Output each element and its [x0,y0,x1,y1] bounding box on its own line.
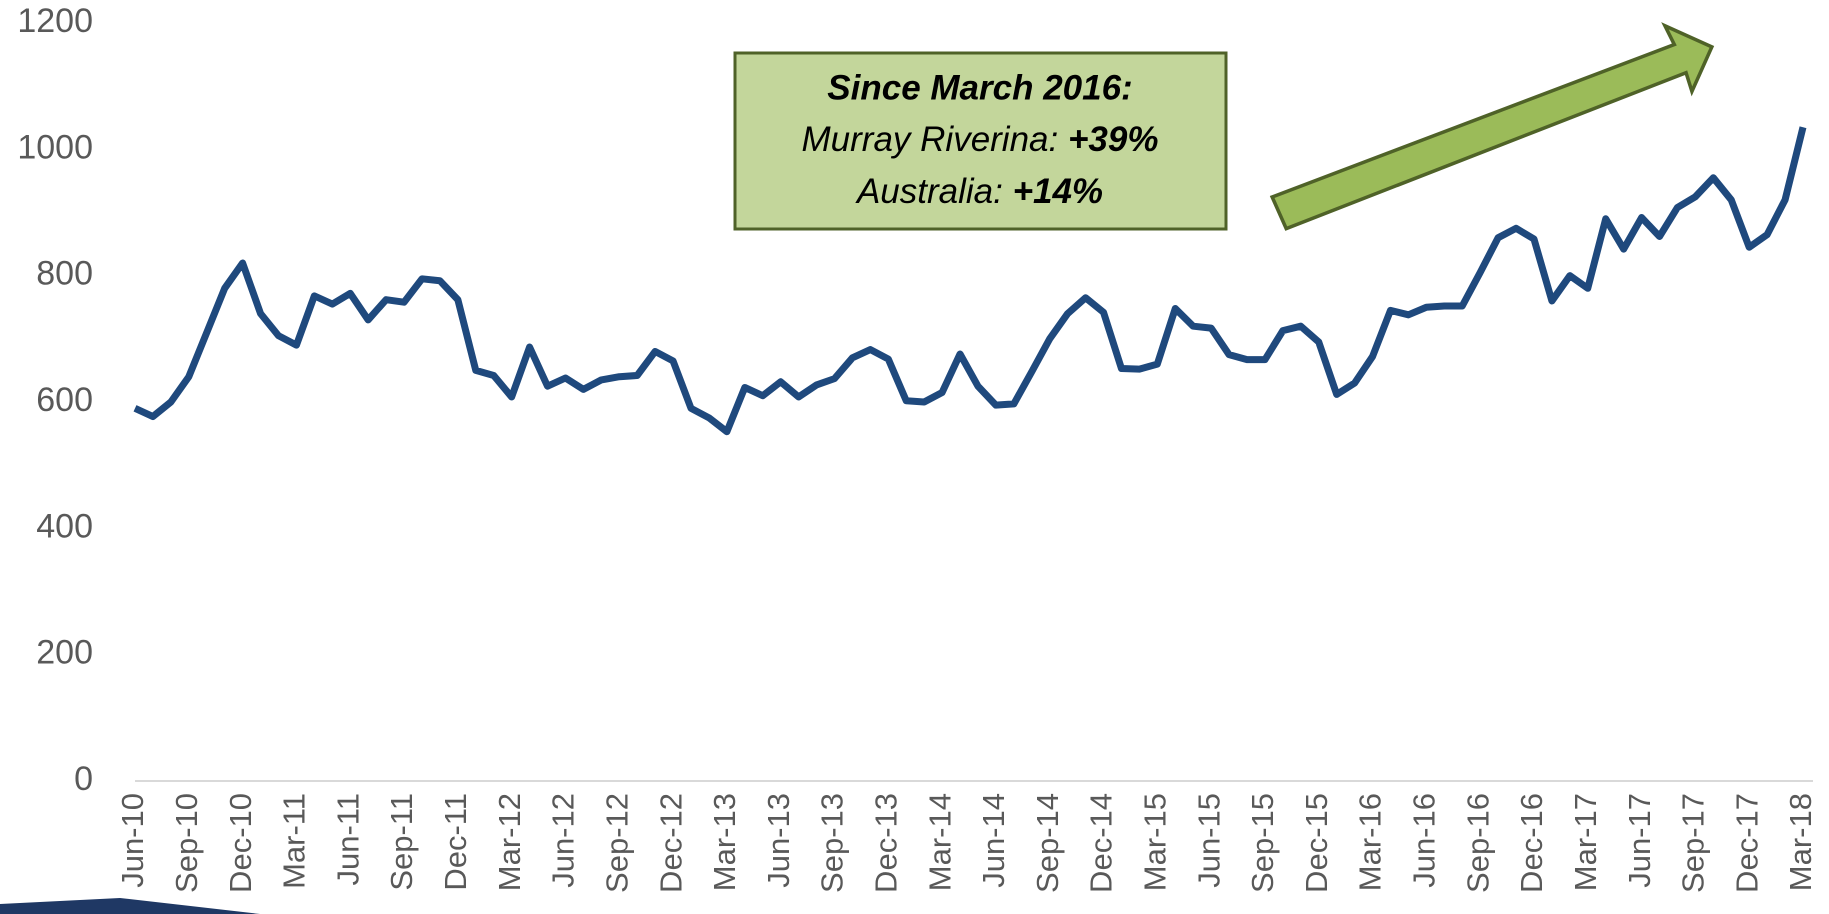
x-tick-label: Sep-10 [169,793,204,893]
annotation-label: Australia: [855,172,1013,211]
annotation-heading: Since March 2016: [827,68,1132,107]
x-tick-label: Sep-13 [815,793,850,893]
y-tick-label: 1200 [17,2,93,40]
x-tick-label: Mar-18 [1783,793,1818,891]
corner-decoration [0,898,260,914]
x-tick-label: Mar-12 [492,793,527,891]
x-tick-label: Jun-13 [761,793,796,888]
annotation-background [733,51,1228,231]
annotation-label: Murray Riverina: [802,120,1068,159]
trend-arrow [1269,22,1715,231]
y-tick-label: 0 [74,760,93,798]
x-tick-label: Jun-11 [330,793,365,886]
y-tick-label: 600 [36,381,93,419]
y-tick-label: 1000 [17,128,93,166]
x-tick-label: Mar-16 [1353,793,1388,891]
x-tick-label: Sep-17 [1676,793,1711,893]
x-tick-label: Mar-14 [922,793,957,891]
x-tick-label: Jun-15 [1191,793,1226,888]
x-tick-label: Dec-10 [223,793,258,893]
annotation-line: Australia: +14% [855,172,1103,211]
x-tick-label: Mar-11 [277,793,312,889]
x-tick-label: Dec-15 [1299,793,1334,893]
x-tick-label: Sep-11 [384,793,419,891]
x-tick-label: Dec-16 [1514,793,1549,893]
x-tick-label: Dec-13 [868,793,903,893]
x-tick-label: Mar-17 [1568,793,1603,891]
data-line [133,126,1807,436]
y-tick-label: 800 [36,255,93,293]
annotation-value: +39% [1068,120,1159,159]
y-tick-label: 400 [36,507,93,545]
x-tick-label: Sep-12 [599,793,634,893]
x-tick-label: Mar-13 [707,793,742,891]
x-tick-label: Jun-12 [546,793,581,888]
x-tick-label: Jun-10 [115,793,150,888]
y-tick-label: 200 [36,634,93,672]
x-tick-label: Sep-15 [1245,793,1280,893]
annotation-value: +14% [1013,172,1104,211]
x-tick-label: Sep-16 [1460,793,1495,893]
x-tick-label: Jun-16 [1407,793,1442,888]
x-tick-label: Dec-17 [1729,793,1764,893]
x-tick-label: Mar-15 [1138,793,1173,891]
arrow [1269,22,1715,231]
x-tick-label: Jun-14 [976,793,1011,888]
x-tick-label: Dec-12 [653,793,688,893]
annotation-line: Murray Riverina: +39% [802,120,1159,159]
x-tick-label: Sep-14 [1030,793,1065,893]
annotation-box: Since March 2016: Murray Riverina: +39% … [733,51,1228,231]
x-tick-label: Jun-17 [1622,793,1657,888]
x-tick-label: Dec-14 [1084,793,1119,893]
x-tick-label: Dec-11 [438,793,473,891]
